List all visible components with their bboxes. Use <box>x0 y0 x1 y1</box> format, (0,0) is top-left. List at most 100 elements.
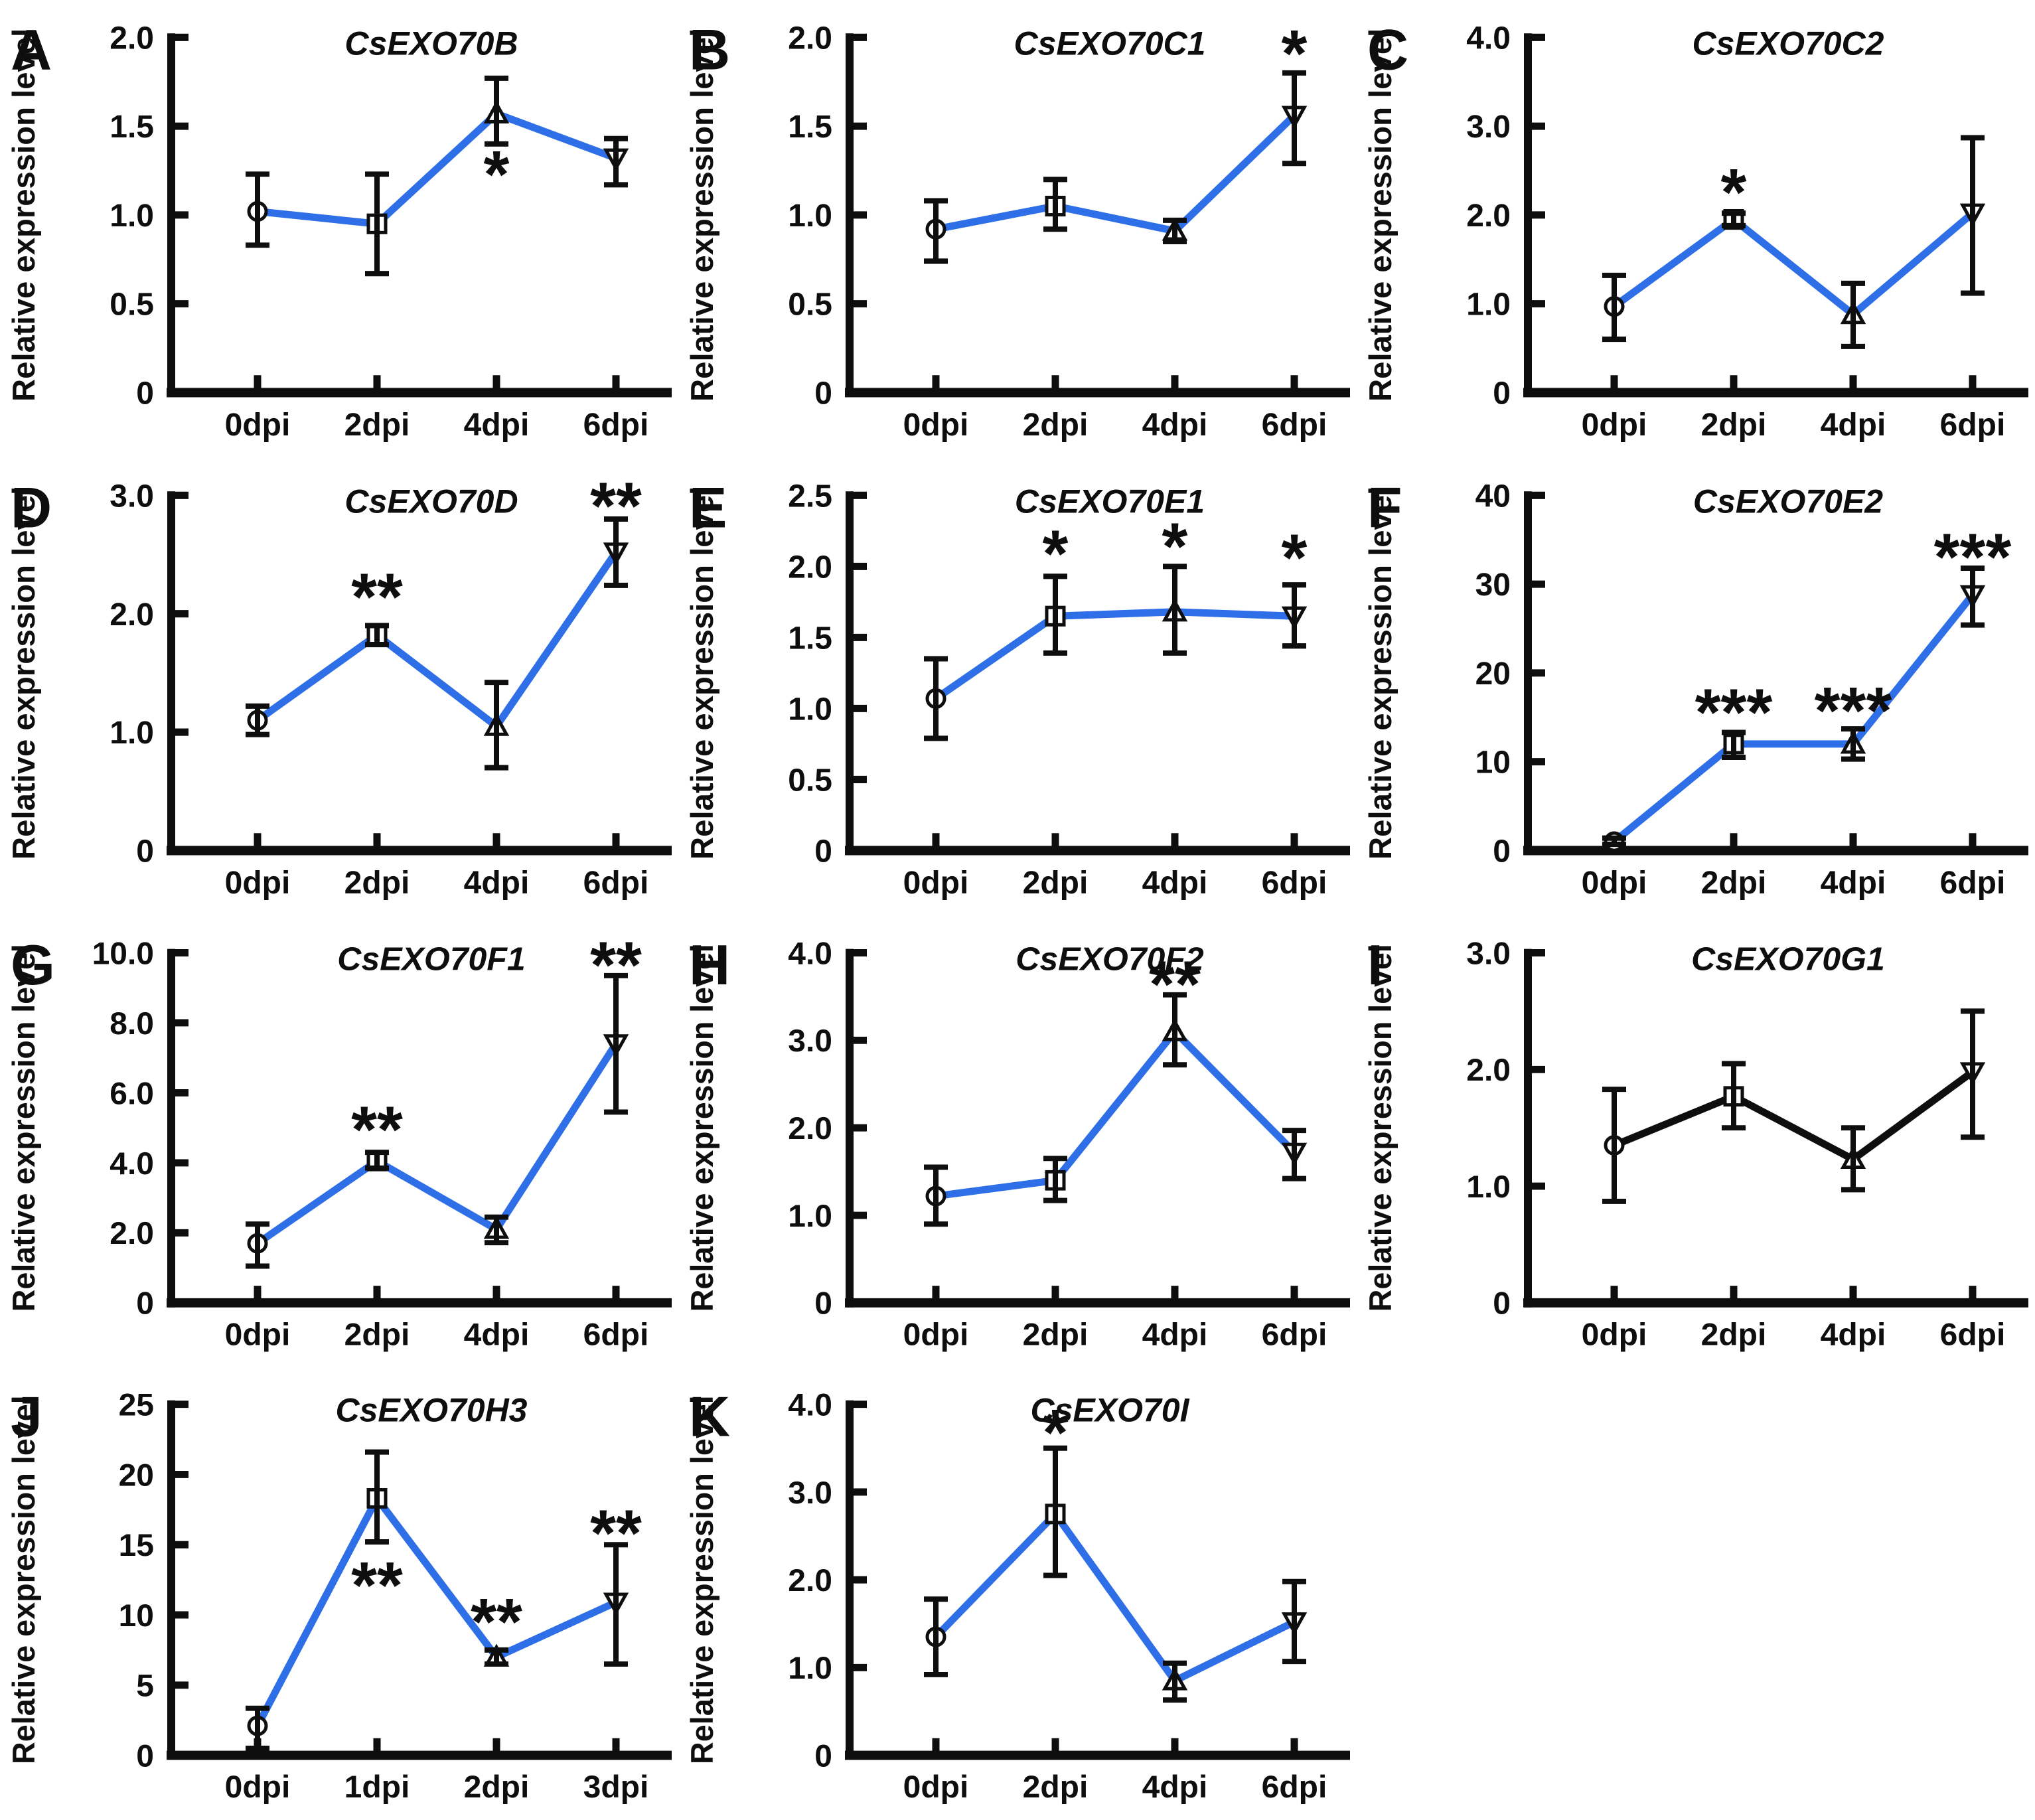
x-tick-label: 0dpi <box>225 865 291 901</box>
y-tick-label: 4.0 <box>788 1388 832 1423</box>
y-axis-label: Relative expression level <box>7 944 41 1312</box>
x-tick-label: 4dpi <box>1821 1317 1886 1352</box>
y-tick-label: 0 <box>136 1739 154 1774</box>
data-line <box>1610 209 1977 319</box>
y-axis-label: Relative expression level <box>685 944 719 1312</box>
x-tick-label: 0dpi <box>1582 865 1647 901</box>
significance-asterisk: *** <box>1934 520 2012 594</box>
x-tick-label: 0dpi <box>225 1317 291 1352</box>
panel-K: 0 1.0 2.0 3.0 4.0 0dpi 2dpi 4dpi 6dpi K CsEXO70I Re… <box>678 1367 1357 1820</box>
x-tick-label: 6dpi <box>1940 1317 2006 1352</box>
y-tick-label: 0 <box>136 375 154 411</box>
significance-asterisk: ** <box>590 929 642 1003</box>
y-axis-label: Relative expression level <box>7 1395 41 1764</box>
chart-title: CsEXO70F1 <box>337 940 525 977</box>
x-tick-label: 2dpi <box>1023 1317 1089 1352</box>
x-tick-label: 2dpi <box>344 1317 410 1352</box>
significance-asterisk: ** <box>351 1093 403 1167</box>
y-tick-label: 4.0 <box>1466 20 1511 56</box>
x-tick-label: 6dpi <box>1940 865 2006 901</box>
x-tick-label: 6dpi <box>1940 407 2006 443</box>
y-axis-label: Relative expression level <box>684 487 719 860</box>
chart-C: 0 1.0 2.0 3.0 4.0 0dpi 2dpi 4dpi 6dpi C CsEXO70C2 R… <box>1363 18 2028 443</box>
panel-letter: J <box>11 1385 42 1449</box>
y-tick-label: 0 <box>814 833 832 869</box>
x-tick-label: 2dpi <box>1701 1317 1767 1352</box>
y-tick-label: 3.0 <box>1466 937 1511 972</box>
y-tick-label: 2.0 <box>788 1563 832 1598</box>
x-tick-label: 0dpi <box>903 407 969 443</box>
panel-D: 0 1.0 2.0 3.0 0dpi 2dpi 4dpi 6dpi D CsEXO70D Relat… <box>0 458 678 916</box>
x-tick-label: 0dpi <box>903 1317 969 1352</box>
x-tick-label: 4dpi <box>1142 407 1208 443</box>
chart-title: CsEXO70E2 <box>1693 483 1883 520</box>
x-tick-label: 4dpi <box>1142 1317 1208 1352</box>
data-line <box>932 1027 1298 1200</box>
x-tick-label: 4dpi <box>1821 407 1886 443</box>
data-line <box>254 548 620 730</box>
y-tick-label: 1.0 <box>788 198 832 234</box>
significance-asterisk: * <box>484 137 510 212</box>
data-line <box>932 112 1298 235</box>
panel-H: 0 1.0 2.0 3.0 4.0 0dpi 2dpi 4dpi 6dpi H CsEXO70F2 R… <box>678 916 1357 1367</box>
y-tick-label: 1.0 <box>110 198 154 234</box>
chart-title: CsEXO70F2 <box>1016 940 1204 977</box>
x-tick-label: 0dpi <box>1582 407 1647 443</box>
chart-A: 0 0.5 1.0 1.5 2.0 0dpi 2dpi 4dpi 6dpi A CsEXO70B Re… <box>6 18 672 443</box>
data-line <box>254 1040 620 1247</box>
y-tick-label: 2.0 <box>788 549 832 585</box>
chart-B: 0 0.5 1.0 1.5 2.0 0dpi 2dpi 4dpi 6dpi B CsEXO70C1 R… <box>684 17 1350 443</box>
x-tick-label: 6dpi <box>1262 865 1327 901</box>
y-axis-label: Relative expression level <box>6 29 41 402</box>
x-tick-label: 2dpi <box>344 407 410 443</box>
y-tick-label: 8.0 <box>110 1006 154 1041</box>
y-tick-label: 2.0 <box>1466 198 1511 234</box>
x-tick-label: 6dpi <box>583 407 649 443</box>
panel-letter: A <box>11 18 52 82</box>
y-axis-label: Relative expression level <box>684 29 719 402</box>
data-line <box>932 1510 1298 1685</box>
panel-B: 0 0.5 1.0 1.5 2.0 0dpi 2dpi 4dpi 6dpi B CsEXO70C1 R… <box>678 0 1357 458</box>
x-tick-label: 2dpi <box>1701 865 1767 901</box>
x-tick-label: 0dpi <box>903 1770 969 1805</box>
panel-G: 0 2.0 4.0 6.0 8.0 10.0 0dpi 2dpi 4dpi 6dpi G CsEXO7… <box>0 916 678 1367</box>
y-tick-label: 5 <box>136 1669 154 1704</box>
chart-title: CsEXO70H3 <box>336 1392 528 1429</box>
y-axis-label: Relative expression level <box>1363 944 1398 1312</box>
y-tick-label: 2.0 <box>788 1111 832 1146</box>
panel-letter: G <box>11 933 55 997</box>
data-line <box>1610 591 1977 846</box>
y-tick-label: 4.0 <box>788 937 832 972</box>
y-tick-label: 2.0 <box>1466 1053 1511 1088</box>
y-tick-label: 0.5 <box>110 287 154 323</box>
y-tick-label: 10.0 <box>92 937 154 972</box>
y-tick-label: 0 <box>136 833 154 869</box>
y-tick-label: 3.0 <box>788 1476 832 1511</box>
data-line <box>932 608 1298 702</box>
chart-title: CsEXO70D <box>344 483 518 520</box>
x-tick-label: 6dpi <box>1262 1317 1327 1352</box>
y-tick-label: 1.0 <box>788 1199 832 1234</box>
x-tick-label: 6dpi <box>583 1317 649 1352</box>
chart-title: CsEXO70B <box>344 25 518 62</box>
y-tick-label: 20 <box>119 1458 154 1493</box>
significance-asterisk: * <box>1043 1397 1069 1470</box>
x-tick-label: 4dpi <box>1821 865 1886 901</box>
panel-F: 0 10 20 30 40 0dpi 2dpi 4dpi 6dpi F CsEXO70E2 Relat… <box>1357 458 2035 916</box>
y-tick-label: 1.5 <box>788 109 832 145</box>
y-tick-label: 2.0 <box>110 597 154 633</box>
y-tick-label: 2.0 <box>110 1216 154 1251</box>
x-tick-label: 2dpi <box>464 1770 530 1805</box>
y-tick-label: 1.0 <box>1466 287 1511 323</box>
significance-asterisk: * <box>1282 520 1308 595</box>
y-tick-label: 0.5 <box>788 287 832 323</box>
x-tick-label: 0dpi <box>903 865 969 901</box>
significance-asterisk: * <box>1043 516 1069 591</box>
y-tick-label: 3.0 <box>788 1024 832 1059</box>
significance-asterisk: ** <box>1149 948 1201 1022</box>
y-tick-label: 2.0 <box>110 20 154 56</box>
y-tick-label: 0 <box>814 1286 832 1322</box>
panel-C: 0 1.0 2.0 3.0 4.0 0dpi 2dpi 4dpi 6dpi C CsEXO70C2 R… <box>1357 0 2035 458</box>
panel-letter: I <box>1367 933 1383 997</box>
